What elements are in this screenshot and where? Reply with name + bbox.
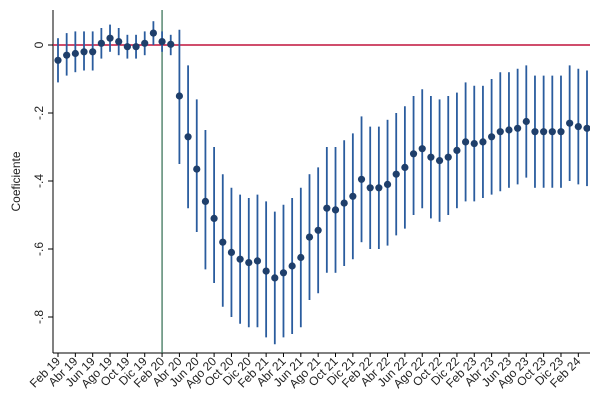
y-tick-label: -.2 — [32, 106, 46, 120]
coefficient-point — [583, 124, 590, 132]
coefficient-point — [349, 192, 357, 200]
coefficient-points — [54, 29, 590, 282]
coefficient-point — [271, 274, 279, 282]
coefficient-point — [288, 262, 296, 270]
coefficient-point — [409, 150, 418, 158]
coefficient-point — [401, 163, 409, 171]
coefficient-point — [123, 43, 131, 51]
coefficient-point — [132, 43, 140, 51]
y-tick-label: -.6 — [32, 242, 46, 256]
coefficient-point — [193, 165, 201, 173]
coefficient-point — [236, 255, 244, 263]
coefficient-point — [496, 128, 504, 136]
coefficient-point — [323, 204, 331, 212]
coefficient-point — [227, 248, 236, 256]
coefficient-point — [314, 226, 322, 234]
coefficient-point — [418, 145, 426, 153]
coefficient-point — [522, 117, 530, 126]
coefficient-point — [175, 92, 184, 100]
coefficient-point — [540, 128, 548, 136]
coefficient-point — [514, 124, 522, 132]
coefficient-point — [505, 126, 513, 134]
coefficient-point — [106, 34, 114, 42]
coefficient-point — [71, 49, 79, 58]
coefficient-point — [392, 170, 400, 178]
coefficient-point — [340, 199, 348, 207]
coefficient-point — [97, 39, 105, 47]
coefficient-point — [184, 133, 192, 141]
y-tick-label: -.8 — [32, 310, 46, 324]
coefficient-point — [479, 138, 487, 146]
coefficient-point — [435, 157, 444, 165]
coefficient-point — [253, 257, 262, 265]
coefficient-point — [89, 48, 97, 56]
coefficient-point — [167, 40, 175, 48]
y-tick-label: 0 — [32, 41, 46, 48]
coefficient-point — [444, 153, 452, 161]
coefficient-point — [488, 133, 496, 141]
coefficient-point — [331, 206, 340, 214]
y-axis-ticks: 0 -.2 -.4 -.6 -.8 — [32, 41, 53, 324]
coefficient-point — [557, 128, 565, 136]
coefficient-point — [158, 38, 166, 46]
coefficient-point — [366, 184, 374, 192]
coefficient-point — [574, 123, 582, 131]
y-tick-label: -.4 — [32, 174, 46, 188]
coefficient-point — [305, 233, 314, 241]
y-axis-title: Coeficiente — [9, 151, 23, 211]
coefficient-point — [149, 29, 157, 37]
coefficient-point — [201, 197, 210, 205]
confidence-intervals — [57, 21, 588, 345]
coefficient-point — [375, 184, 383, 192]
coefficient-point — [115, 38, 123, 46]
coefficient-point — [427, 153, 435, 161]
coefficient-point — [262, 267, 270, 275]
coefficient-point — [210, 214, 218, 222]
coefficient-point — [566, 119, 574, 127]
coefficient-point — [245, 259, 253, 267]
coefficient-point — [141, 39, 149, 47]
coefficient-point — [357, 175, 366, 183]
coefficient-point — [80, 48, 88, 56]
coefficient-point — [54, 56, 62, 64]
coefficient-point — [461, 138, 470, 146]
coefficient-point — [470, 140, 478, 148]
coefficient-point — [383, 180, 392, 188]
coefficient-point — [531, 128, 539, 136]
coefficient-point — [297, 253, 305, 262]
coefficient-point — [453, 146, 461, 154]
coefficient-point — [548, 128, 556, 136]
coefficient-point — [219, 238, 227, 246]
coefficient-point — [279, 269, 288, 277]
coefficient-point — [63, 51, 71, 59]
